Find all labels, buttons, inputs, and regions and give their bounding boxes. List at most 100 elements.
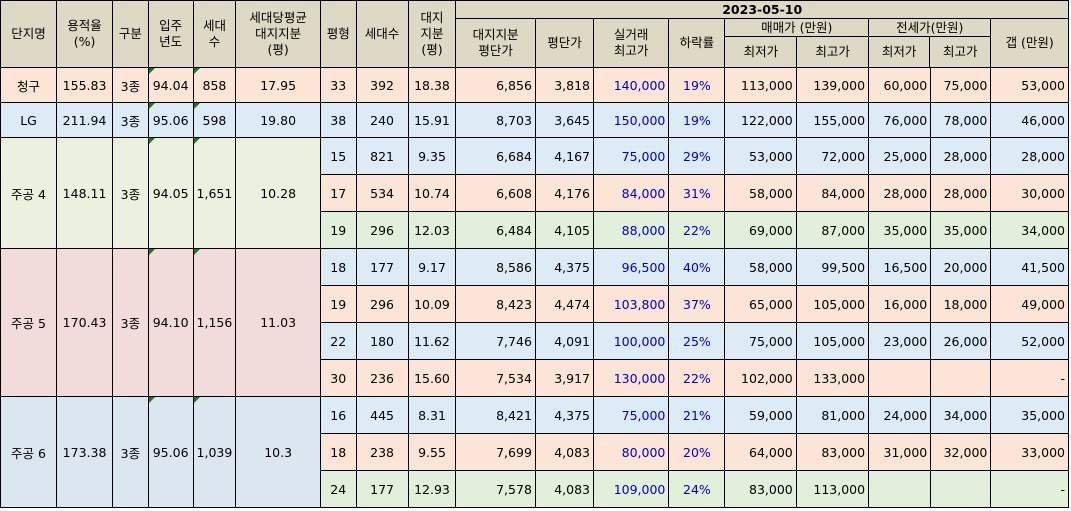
complex-zone: 3종 [112, 137, 149, 249]
cell-sale-min: 65,000 [724, 285, 797, 323]
cell-jeonse-min: 31,000 [868, 433, 932, 471]
header-sale-title: 매매가 (만원) [725, 20, 868, 37]
cell-sale-min: 53,000 [724, 137, 797, 175]
cell-sale-min: 83,000 [724, 470, 797, 508]
cell-real-max: 75,000 [592, 396, 670, 434]
cell-sale-max: 84,000 [795, 174, 870, 212]
cell-sale-min: 122,000 [724, 102, 797, 138]
header-households: 세대 수 [192, 0, 237, 68]
complex-name: 주공 5 [0, 248, 58, 397]
cell-land-share: 9.17 [407, 248, 457, 286]
cell-jeonse-max: 28,000 [930, 137, 992, 175]
header-far: 용적율 (%) [56, 0, 114, 68]
cell-gap: 30,000 [990, 174, 1069, 212]
cell-sale-max: 72,000 [795, 137, 870, 175]
cell-jeonse-min: 60,000 [868, 67, 932, 103]
cell-households: 180 [355, 322, 409, 360]
cell-real-max: 100,000 [592, 322, 670, 360]
cell-price-per-py: 4,375 [534, 396, 594, 434]
cell-gap: 35,000 [990, 396, 1069, 434]
cell-land-share: 10.74 [407, 174, 457, 212]
header-gap: 갭 (만원) [990, 18, 1069, 68]
header-jeonse-min: 최저가 [870, 37, 931, 67]
cell-sale-min: 75,000 [724, 322, 797, 360]
cell-land-share: 18.38 [407, 67, 457, 103]
complex-avg-land: 19.80 [235, 102, 321, 138]
complex-households: 598 [192, 102, 237, 138]
cell-gap: 34,000 [990, 211, 1069, 249]
cell-sale-max: 113,000 [795, 470, 870, 508]
cell-price-per-py: 3,645 [534, 102, 594, 138]
cell-land-share: 12.93 [407, 470, 457, 508]
cell-jeonse-min: 23,000 [868, 322, 932, 360]
cell-drop: 40% [668, 248, 726, 286]
cell-land-share: 12.03 [407, 211, 457, 249]
complex-name: 청구 [0, 67, 58, 103]
table-row: 22 180 11.62 7,746 4,091 100,000 25% 75,000 105,… [1, 322, 1069, 360]
cell-price-per-py: 4,375 [534, 248, 594, 286]
header-complex: 단지명 [0, 0, 58, 68]
complex-year: 95.06 [147, 396, 194, 508]
header-avg-land: 세대당평균 대지지분 (평) [235, 0, 321, 68]
complex-far: 155.83 [56, 67, 114, 103]
cell-jeonse-min: 28,000 [868, 174, 932, 212]
cell-price-per-py: 4,083 [534, 433, 594, 471]
cell-jeonse-min: 24,000 [868, 396, 932, 434]
cell-sale-max: 155,000 [795, 102, 870, 138]
complex-avg-land: 10.28 [235, 137, 321, 249]
cell-land-share: 9.35 [407, 137, 457, 175]
cell-sale-min: 102,000 [724, 359, 797, 397]
header-price-per-py: 평단가 [534, 18, 594, 68]
cell-drop: 19% [668, 67, 726, 103]
cell-land-price: 8,421 [455, 396, 536, 434]
table-row: 30 236 15.60 7,534 3,917 130,000 22% 102,000 133… [1, 359, 1069, 397]
cell-households: 296 [355, 211, 409, 249]
cell-land-price: 6,608 [455, 174, 536, 212]
cell-drop: 20% [668, 433, 726, 471]
complex-name: 주공 4 [0, 137, 58, 249]
cell-real-max: 80,000 [592, 433, 670, 471]
complex-zone: 3종 [112, 248, 149, 397]
cell-jeonse-max: 26,000 [930, 322, 992, 360]
cell-sale-min: 64,000 [724, 433, 797, 471]
cell-sale-max: 133,000 [795, 359, 870, 397]
cell-drop: 24% [668, 470, 726, 508]
complex-avg-land: 11.03 [235, 248, 321, 397]
complex-households: 1,156 [192, 248, 237, 397]
table-header: 단지명 용적율 (%) 구분 입주 년도 세대 수 세대당평균 대지지분 (평) 평형 세… [0, 0, 1069, 68]
cell-land-price: 6,684 [455, 137, 536, 175]
cell-jeonse-min: 25,000 [868, 137, 932, 175]
cell-jeonse-min [868, 470, 932, 508]
cell-sale-min: 69,000 [724, 211, 797, 249]
cell-sale-min: 59,000 [724, 396, 797, 434]
cell-land-share: 15.60 [407, 359, 457, 397]
table-row: 청구 155.83 3종 94.04 858 17.95 33 392 18.38 6,856 3,… [0, 67, 1069, 103]
cell-size: 24 [319, 470, 357, 508]
header-year: 입주 년도 [147, 0, 194, 68]
cell-price-per-py: 4,176 [534, 174, 594, 212]
table-row: 19 296 10.09 8,423 4,474 103,800 37% 65,000 105,… [1, 285, 1069, 323]
cell-price-per-py: 4,167 [534, 137, 594, 175]
cell-land-share: 10.09 [407, 285, 457, 323]
cell-land-price: 6,484 [455, 211, 536, 249]
cell-real-max: 103,800 [592, 285, 670, 323]
cell-gap: - [990, 359, 1069, 397]
cell-real-max: 96,500 [592, 248, 670, 286]
complex-far: 148.11 [56, 137, 114, 249]
header-real-max: 실거래 최고가 [592, 18, 670, 68]
cell-size: 18 [319, 248, 357, 286]
cell-land-price: 6,856 [455, 67, 536, 103]
cell-real-max: 75,000 [592, 137, 670, 175]
table-row: 주공 5 170.43 3종 94.10 1,156 11.03 18 177 9.17 8,58… [0, 248, 1069, 397]
cell-drop: 31% [668, 174, 726, 212]
complex-zone: 3종 [112, 102, 149, 138]
complex-avg-land: 17.95 [235, 67, 321, 103]
cell-drop: 37% [668, 285, 726, 323]
cell-size: 33 [319, 67, 357, 103]
cell-jeonse-max: 18,000 [930, 285, 992, 323]
cell-sale-min: 58,000 [724, 174, 797, 212]
cell-jeonse-max: 35,000 [930, 211, 992, 249]
complex-year: 94.10 [147, 248, 194, 397]
complex-far: 170.43 [56, 248, 114, 397]
